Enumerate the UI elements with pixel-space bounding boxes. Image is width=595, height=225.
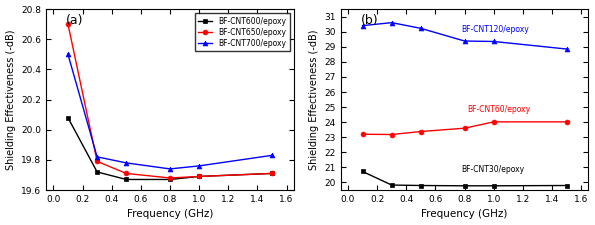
BF-CNT700/epoxy xyxy=(268,154,275,157)
BF-CNT650/epoxy xyxy=(123,172,130,175)
BF-CNT650/epoxy xyxy=(196,175,203,178)
BF-CNT30/epoxy xyxy=(388,184,395,186)
BF-CNT30/epoxy xyxy=(461,184,468,187)
BF-CNT700/epoxy xyxy=(93,155,101,158)
Line: BF-CNT600/epoxy: BF-CNT600/epoxy xyxy=(65,115,274,182)
BF-CNT600/epoxy xyxy=(167,178,174,181)
BF-CNT120/epoxy xyxy=(388,21,395,24)
Line: BF-CNT650/epoxy: BF-CNT650/epoxy xyxy=(65,22,274,180)
BF-CNT120/epoxy xyxy=(563,48,570,50)
BF-CNT60/epoxy xyxy=(417,130,424,133)
BF-CNT650/epoxy xyxy=(268,172,275,175)
BF-CNT650/epoxy xyxy=(93,160,101,163)
Line: BF-CNT700/epoxy: BF-CNT700/epoxy xyxy=(65,52,274,171)
BF-CNT60/epoxy xyxy=(490,121,497,123)
Text: (a): (a) xyxy=(66,14,83,27)
BF-CNT120/epoxy xyxy=(417,27,424,30)
BF-CNT30/epoxy xyxy=(563,184,570,187)
BF-CNT600/epoxy xyxy=(93,171,101,173)
X-axis label: Frequency (GHz): Frequency (GHz) xyxy=(127,209,213,219)
BF-CNT30/epoxy xyxy=(417,184,424,187)
BF-CNT600/epoxy xyxy=(268,172,275,175)
BF-CNT120/epoxy xyxy=(359,24,366,27)
BF-CNT700/epoxy xyxy=(167,168,174,170)
BF-CNT60/epoxy xyxy=(388,133,395,136)
BF-CNT30/epoxy xyxy=(490,184,497,187)
Line: BF-CNT120/epoxy: BF-CNT120/epoxy xyxy=(360,20,569,52)
BF-CNT120/epoxy xyxy=(490,40,497,43)
BF-CNT30/epoxy xyxy=(359,170,366,173)
BF-CNT600/epoxy xyxy=(64,116,71,119)
Y-axis label: Shielding Effectiveness (-dB): Shielding Effectiveness (-dB) xyxy=(309,29,319,170)
BF-CNT120/epoxy xyxy=(461,40,468,42)
X-axis label: Frequency (GHz): Frequency (GHz) xyxy=(421,209,508,219)
BF-CNT650/epoxy xyxy=(64,23,71,25)
Line: BF-CNT30/epoxy: BF-CNT30/epoxy xyxy=(360,169,569,188)
Line: BF-CNT60/epoxy: BF-CNT60/epoxy xyxy=(360,119,569,137)
BF-CNT700/epoxy xyxy=(64,53,71,56)
Text: BF-CNT30/epoxy: BF-CNT30/epoxy xyxy=(462,165,525,174)
BF-CNT60/epoxy xyxy=(359,133,366,136)
BF-CNT600/epoxy xyxy=(123,178,130,181)
Text: BF-CNT60/epoxy: BF-CNT60/epoxy xyxy=(468,105,531,114)
BF-CNT60/epoxy xyxy=(461,127,468,130)
BF-CNT600/epoxy xyxy=(196,175,203,178)
BF-CNT700/epoxy xyxy=(196,164,203,167)
Legend: BF-CNT600/epoxy, BF-CNT650/epoxy, BF-CNT700/epoxy: BF-CNT600/epoxy, BF-CNT650/epoxy, BF-CNT… xyxy=(195,13,290,51)
Y-axis label: Shielding Effectiveness (-dB): Shielding Effectiveness (-dB) xyxy=(5,29,15,170)
Text: (b): (b) xyxy=(361,14,378,27)
BF-CNT700/epoxy xyxy=(123,162,130,164)
Text: BF-CNT120/epoxy: BF-CNT120/epoxy xyxy=(462,25,530,34)
BF-CNT60/epoxy xyxy=(563,121,570,123)
BF-CNT650/epoxy xyxy=(167,177,174,179)
